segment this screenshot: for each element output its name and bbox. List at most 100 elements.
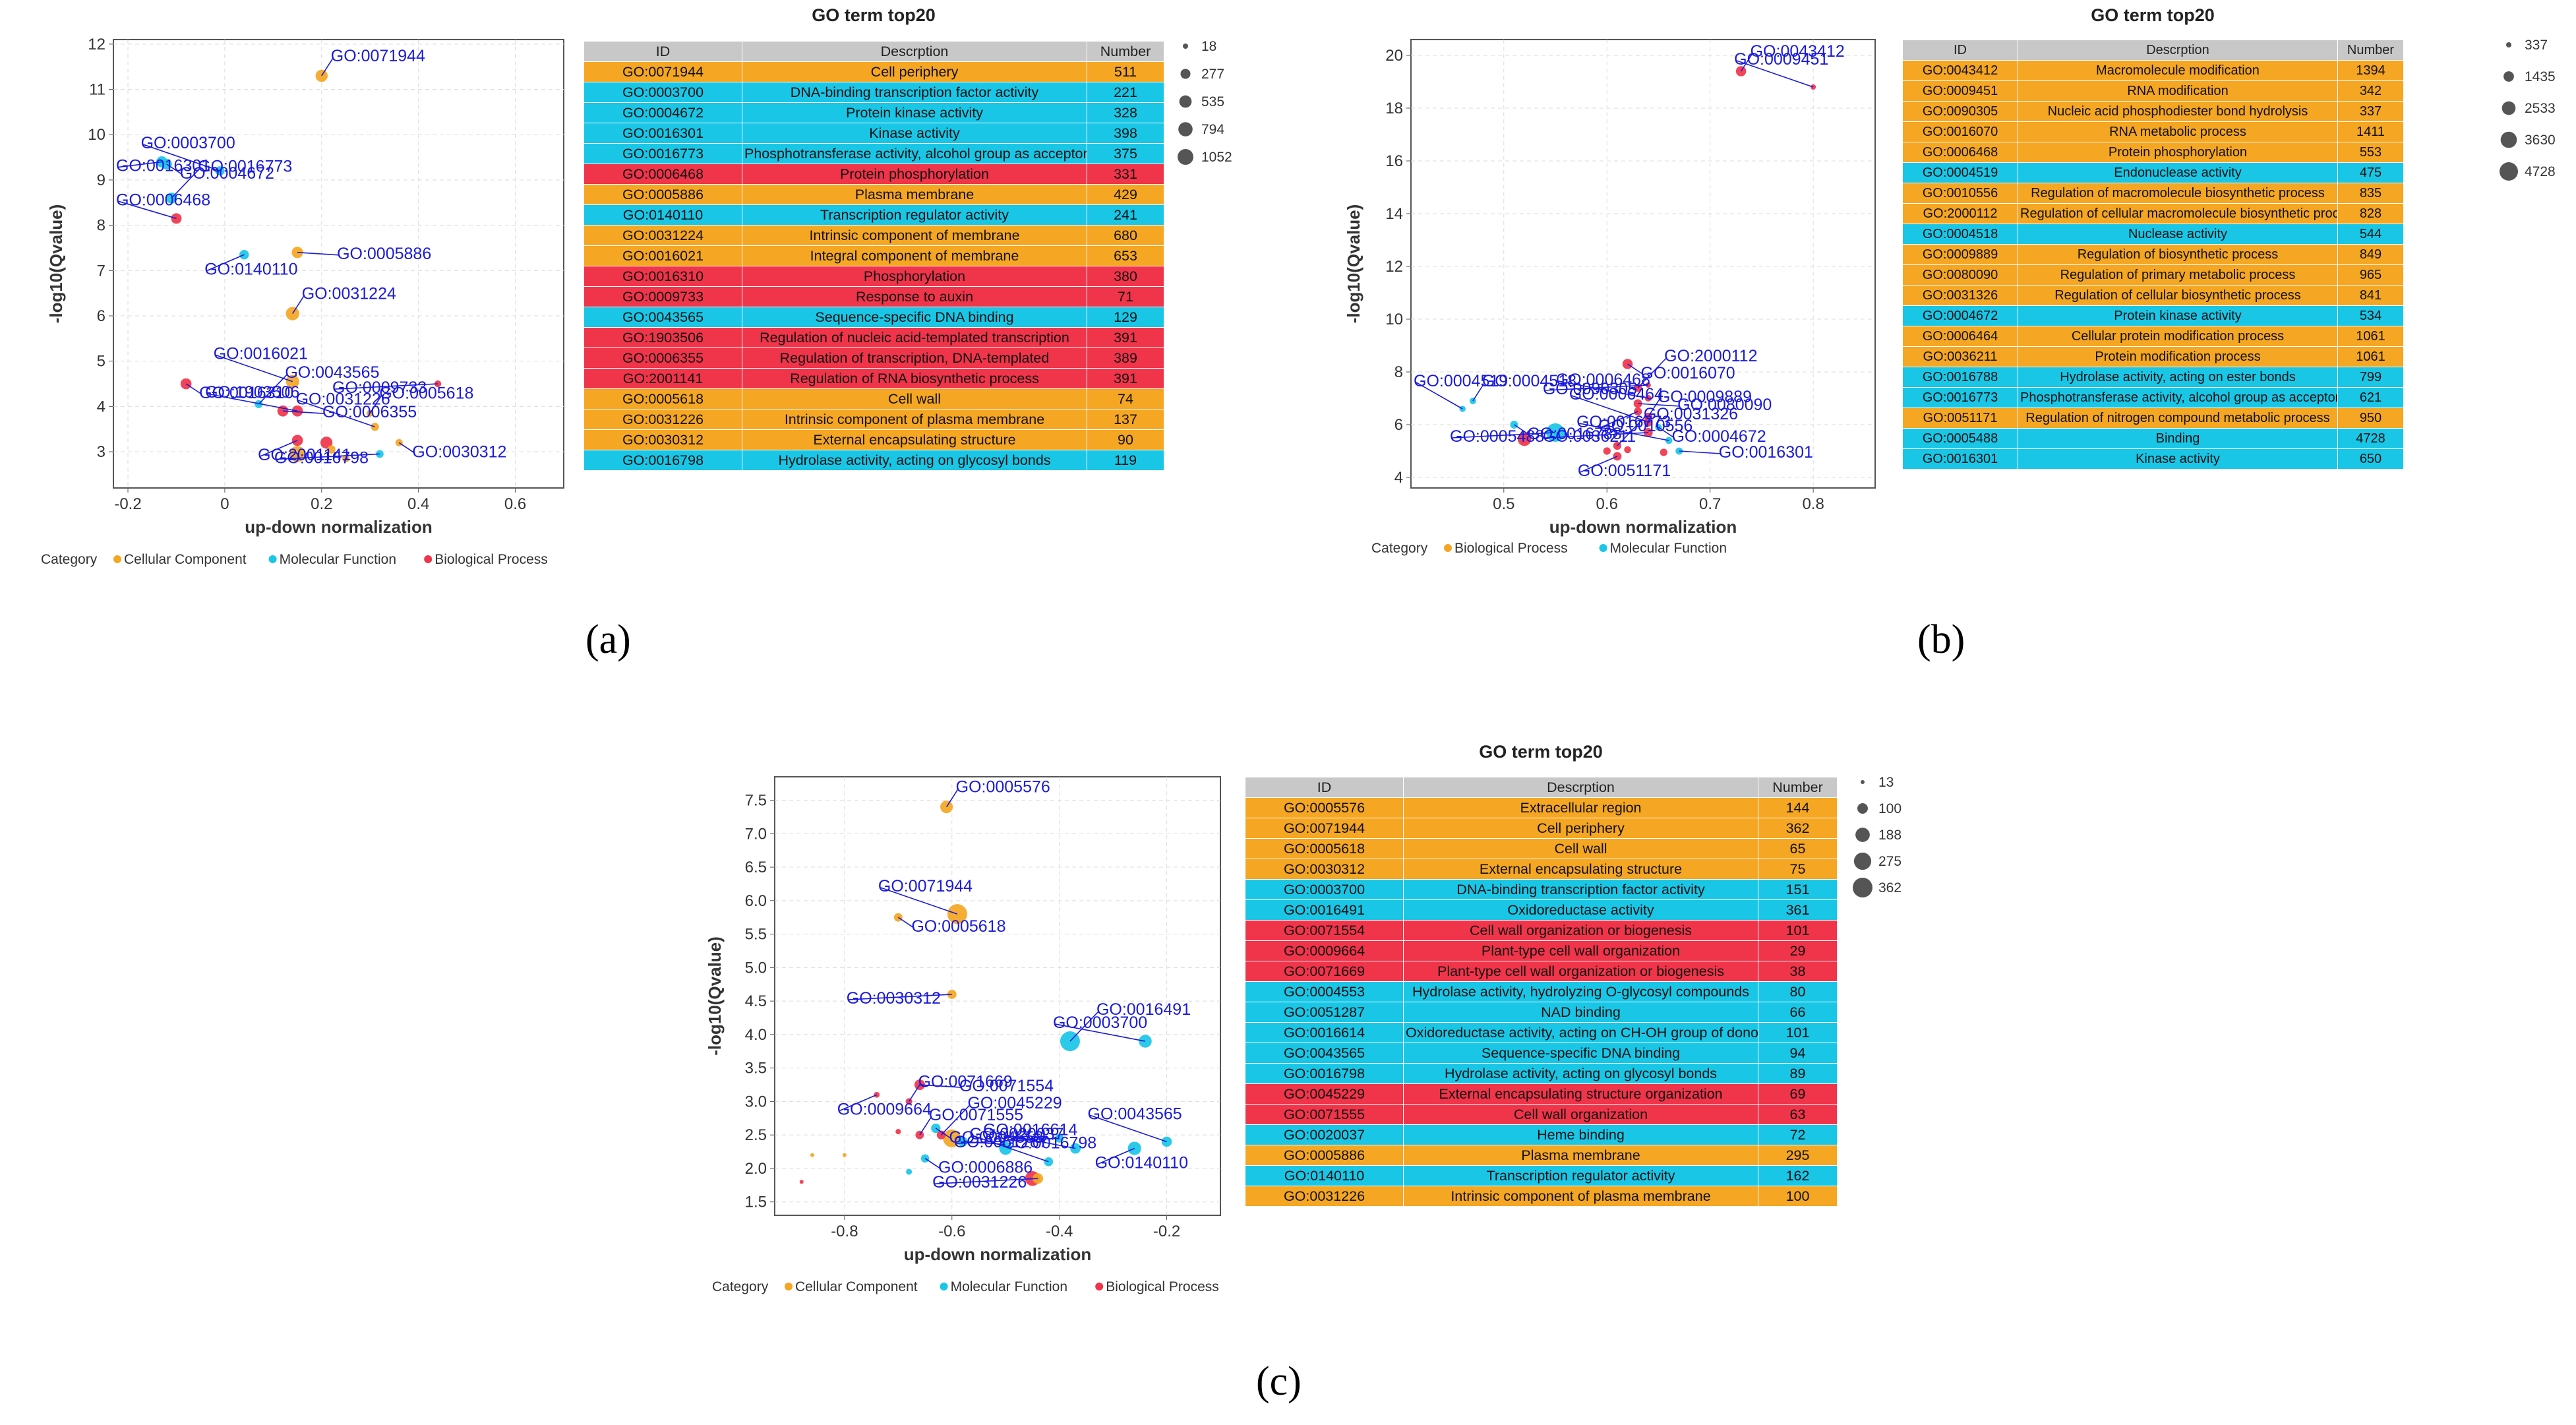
description-cell: Intrinsic component of membrane xyxy=(742,225,1087,246)
table-row: GO:0004553 Hydrolase activity, hydrolyzin… xyxy=(1245,981,1838,1002)
table-row: GO:2000112 Regulation of cellular macromo… xyxy=(1902,203,2404,224)
col-header-description: Descrption xyxy=(1403,777,1758,798)
x-tick-label: 0.8 xyxy=(1802,495,1824,513)
y-tick-label: 7.0 xyxy=(745,825,767,843)
number-cell: 534 xyxy=(2337,305,2404,326)
description-cell: Cell wall xyxy=(742,388,1087,409)
table-row: GO:0016310 Phosphorylation 380 xyxy=(584,266,1164,287)
point-label: GO:0071669 xyxy=(918,1072,1013,1091)
number-cell: 100 xyxy=(1758,1186,1838,1207)
col-header-number: Number xyxy=(1758,777,1838,798)
x-tick-label: 0.4 xyxy=(407,495,429,513)
description-cell: Transcription regulator activity xyxy=(1403,1165,1758,1186)
y-tick-label: 5.5 xyxy=(745,926,767,944)
number-cell: 965 xyxy=(2337,264,2404,286)
description-cell: Hydrolase activity, acting on glycosyl b… xyxy=(1403,1063,1758,1084)
category-legend-marker xyxy=(113,555,121,563)
go-id-cell: GO:0016773 xyxy=(584,143,742,164)
go-id-cell: GO:0004672 xyxy=(584,102,742,123)
data-point xyxy=(1517,432,1532,446)
y-tick-label: 10 xyxy=(88,126,105,144)
table-row: GO:0016021 Integral component of membrane… xyxy=(584,245,1164,266)
number-cell: 799 xyxy=(2337,367,2404,388)
category-legend-marker xyxy=(1599,544,1607,552)
description-cell: Plasma membrane xyxy=(742,184,1087,205)
table-row: GO:0030312 External encapsulating structu… xyxy=(1245,859,1838,880)
size-legend-marker xyxy=(2500,131,2517,148)
label-leader-line xyxy=(849,994,952,1000)
number-cell: 375 xyxy=(1087,143,1164,164)
go-id-cell: GO:0016301 xyxy=(584,123,742,144)
go-id-cell: GO:0016798 xyxy=(1245,1063,1404,1084)
table-row: GO:0016491 Oxidoreductase activity 361 xyxy=(1245,899,1838,921)
table-row: GO:0016614 Oxidoreductase activity, actin… xyxy=(1245,1022,1838,1043)
number-cell: 65 xyxy=(1758,838,1838,859)
label-leader-line xyxy=(1545,384,1648,391)
data-point xyxy=(999,1141,1012,1155)
table-row: GO:0006355 Regulation of transcription, D… xyxy=(584,348,1164,369)
size-legend-label: 1052 xyxy=(1201,150,1232,165)
label-leader-line xyxy=(972,1135,1049,1163)
number-cell: 80 xyxy=(1758,981,1838,1002)
point-label: GO:0016310 xyxy=(199,384,293,402)
data-point xyxy=(1660,448,1667,456)
description-cell: Intrinsic component of plasma membrane xyxy=(742,409,1087,430)
category-legend-title: Category xyxy=(41,552,98,567)
number-cell: 398 xyxy=(1087,123,1164,144)
point-label: GO:0010556 xyxy=(1598,417,1692,435)
description-cell: Cellular protein modification process xyxy=(2018,326,2338,347)
table-row: GO:0004672 Protein kinase activity 328 xyxy=(584,102,1164,123)
table-row: GO:2001141 Regulation of RNA biosynthetic… xyxy=(584,368,1164,389)
label-leader-line xyxy=(171,167,201,198)
description-cell: Kinase activity xyxy=(742,123,1087,144)
number-cell: 101 xyxy=(1758,1022,1838,1043)
description-cell: External encapsulating structure organiz… xyxy=(1403,1083,1758,1105)
data-point xyxy=(1603,447,1611,455)
size-legend-marker xyxy=(1853,878,1872,897)
label-leader-line xyxy=(216,354,293,382)
y-tick-label: 6.0 xyxy=(745,892,767,910)
number-cell: 362 xyxy=(1758,818,1838,839)
size-legend-label: 4728 xyxy=(2525,164,2556,179)
panel-label-c: (c) xyxy=(1256,1359,1302,1404)
go-id-cell: GO:0003700 xyxy=(584,82,742,103)
y-tick-label: 16 xyxy=(1385,152,1403,170)
point-label: GO:0031224 xyxy=(302,285,396,303)
table-title-b: GO term top20 xyxy=(2091,5,2215,25)
point-label: GO:0030312 xyxy=(412,442,506,461)
point-label: GO:0140110 xyxy=(204,260,297,278)
point-label: GO:0004672 xyxy=(1671,427,1766,446)
number-cell: 151 xyxy=(1758,879,1838,900)
y-tick-label: 11 xyxy=(89,81,105,99)
y-tick-label: 20 xyxy=(1385,47,1403,65)
go-id-cell: GO:0005886 xyxy=(584,184,742,205)
go-table-b: ID Descrption Number GO:0043412 Macromole… xyxy=(1902,40,2404,470)
table-row: GO:0030312 External encapsulating structu… xyxy=(584,429,1164,450)
label-leader-line xyxy=(1416,382,1463,409)
table-row: GO:0003700 DNA-binding transcription fact… xyxy=(584,82,1164,103)
go-id-cell: GO:0140110 xyxy=(584,204,742,226)
number-cell: 331 xyxy=(1087,164,1164,185)
number-cell: 337 xyxy=(2337,101,2404,122)
label-leader-line xyxy=(276,453,380,460)
table-row: GO:0016301 Kinase activity 650 xyxy=(1902,448,2404,470)
go-id-cell: GO:2001141 xyxy=(584,368,742,389)
panel-label-a: (a) xyxy=(585,617,631,662)
go-id-cell: GO:0006355 xyxy=(584,348,742,369)
table-row: GO:0031226 Intrinsic component of plasma … xyxy=(584,409,1164,430)
y-tick-label: 10 xyxy=(1385,311,1403,328)
label-leader-line xyxy=(919,1084,962,1088)
label-leader-line xyxy=(143,144,220,171)
number-cell: 1061 xyxy=(2337,326,2404,347)
y-tick-label: 6.5 xyxy=(745,859,767,876)
label-leader-line xyxy=(839,1094,878,1111)
point-label: GO:0005886 xyxy=(337,245,431,263)
label-leader-line xyxy=(1617,415,1647,446)
point-label: GO:0051171 xyxy=(1578,462,1671,480)
point-label: GO:1903506 xyxy=(205,383,299,402)
table-row: GO:0003700 DNA-binding transcription fact… xyxy=(1245,879,1838,900)
description-cell: Phosphorylation xyxy=(742,266,1087,287)
label-leader-line xyxy=(206,254,245,271)
number-cell: 849 xyxy=(2337,244,2404,265)
